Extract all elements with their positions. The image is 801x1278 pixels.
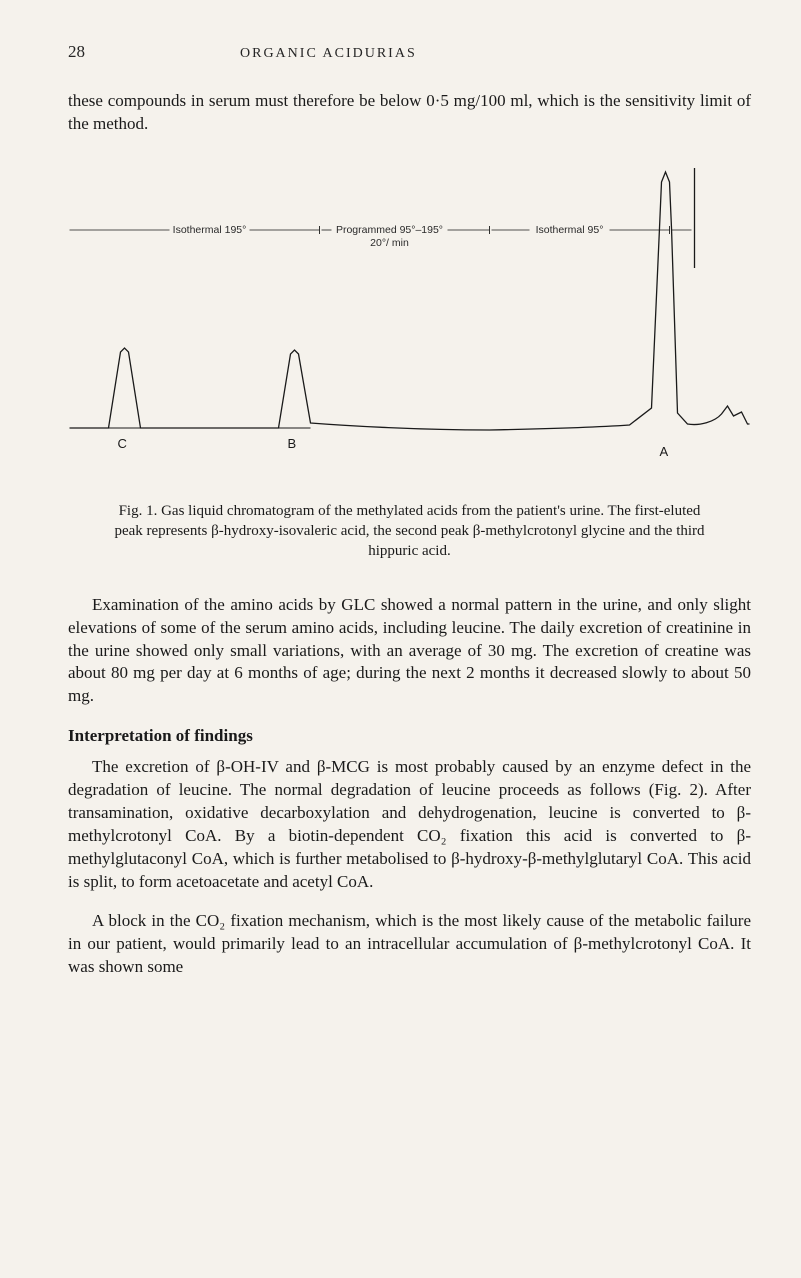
segment-2b-label: 20°/ min — [370, 237, 409, 249]
chromatogram-trace — [70, 172, 750, 430]
peak-a-label: A — [660, 444, 669, 459]
segment-3-label: Isothermal 95° — [536, 224, 604, 236]
figure-1: Isothermal 195° Programmed 95°–195° 20°/… — [68, 168, 751, 562]
paragraph-2: Examination of the amino acids by GLC sh… — [68, 594, 751, 709]
figure-1-caption: Fig. 1. Gas liquid chromatogram of the m… — [108, 501, 711, 562]
figure-caption-text: Gas liquid chromatogram of the methylate… — [114, 503, 704, 560]
paragraph-3: The excretion of β-OH-IV and β-MCG is mo… — [68, 756, 751, 894]
page-header: 28 ORGANIC ACIDURIAS — [68, 42, 751, 62]
peak-c-label: C — [118, 436, 127, 451]
paragraph-4: A block in the CO₂ fixation mechanism, w… — [68, 910, 751, 979]
section-heading: Interpretation of findings — [68, 726, 751, 746]
running-title: ORGANIC ACIDURIAS — [240, 46, 417, 62]
segment-1-label: Isothermal 195° — [173, 224, 247, 236]
figure-caption-label: Fig. 1. — [119, 503, 158, 519]
page-number: 28 — [68, 42, 85, 62]
paragraph-1: these compounds in serum must therefore … — [68, 90, 751, 136]
segment-2a-label: Programmed 95°–195° — [336, 224, 443, 236]
chromatogram-svg: Isothermal 195° Programmed 95°–195° 20°/… — [68, 168, 751, 478]
peak-b-label: B — [288, 436, 297, 451]
